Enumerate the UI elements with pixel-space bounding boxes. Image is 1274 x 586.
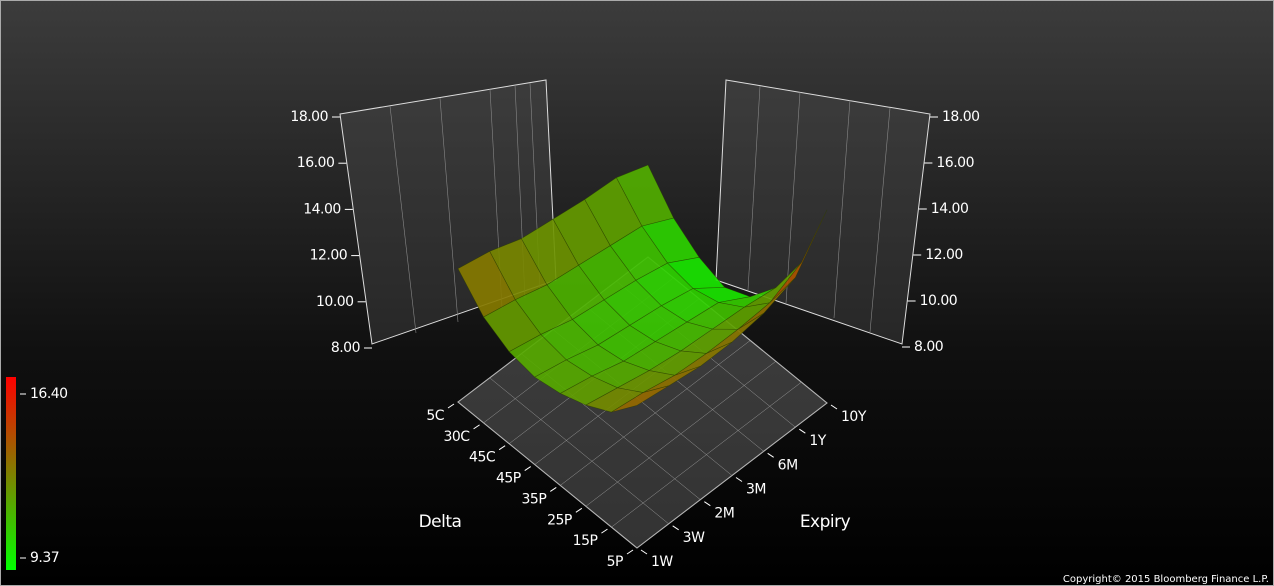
x-tick — [524, 466, 531, 471]
z-tick-label: 8.00 — [331, 340, 360, 356]
z-tick-label: 14.00 — [931, 201, 969, 217]
x-tick-label: 5C — [426, 408, 444, 424]
floor-grid — [457, 401, 638, 549]
z-tick-label: 16.00 — [297, 155, 335, 171]
x-tick-label: 15P — [573, 533, 598, 549]
x-tick — [473, 424, 480, 430]
z-tick-label: 16.00 — [936, 155, 974, 171]
x-tick-label: 25P — [547, 512, 572, 528]
x-tick-label: 5P — [607, 554, 623, 570]
x-tick — [575, 507, 583, 513]
x-tick-label: 35P — [522, 491, 547, 507]
surface-cell — [611, 385, 669, 413]
colorbar-label: 16.40 — [30, 386, 68, 402]
z-tick-label: 12.00 — [925, 247, 963, 263]
x-tick-label: 45P — [496, 471, 521, 487]
z-tick-label: 18.00 — [942, 109, 980, 125]
y-tick-label: 6M — [778, 457, 798, 473]
colorbar — [6, 377, 16, 570]
y-tick — [640, 549, 648, 555]
z-tick-label: 8.00 — [914, 339, 943, 355]
y-tick-label: 1W — [651, 554, 673, 570]
floor-grid — [489, 377, 669, 525]
y-tick — [704, 501, 711, 507]
x-tick — [550, 487, 557, 492]
z-tick-label: 18.00 — [290, 109, 328, 125]
z-tick-label: 12.00 — [310, 248, 348, 264]
y-tick — [799, 428, 806, 434]
colorbar-label: 9.37 — [30, 550, 59, 566]
z-tick-label: 10.00 — [316, 294, 354, 310]
y-tick-label: 10Y — [841, 409, 867, 425]
z-tick-label: 14.00 — [303, 201, 341, 217]
x-tick-label: 30C — [443, 429, 470, 445]
x-tick — [601, 528, 608, 534]
right-wall — [715, 79, 931, 345]
copyright: Copyright© 2015 Bloomberg Finance L.P. — [1063, 574, 1269, 585]
x-tick — [626, 549, 634, 555]
y-tick-label: 3M — [746, 482, 766, 498]
y-tick-label: 2M — [714, 506, 734, 522]
x-axis-label: Delta — [419, 512, 462, 532]
x-tick — [498, 445, 506, 451]
y-tick — [830, 404, 838, 410]
y-tick — [672, 525, 679, 531]
y-tick-label: 3W — [683, 530, 705, 546]
y-axis-label: Expiry — [800, 512, 851, 532]
x-tick — [447, 403, 455, 409]
y-tick — [735, 477, 743, 482]
y-tick-label: 1Y — [809, 433, 826, 449]
y-tick — [767, 452, 774, 458]
z-tick-label: 10.00 — [920, 293, 958, 309]
x-tick-label: 45C — [469, 450, 496, 466]
